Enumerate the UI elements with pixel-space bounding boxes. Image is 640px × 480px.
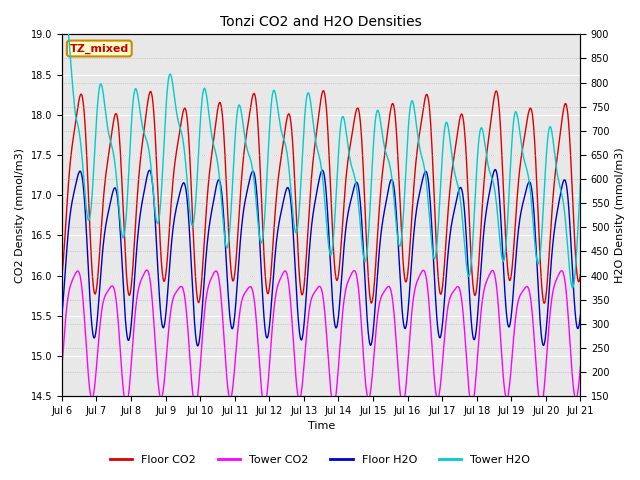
Legend: Floor CO2, Tower CO2, Floor H2O, Tower H2O: Floor CO2, Tower CO2, Floor H2O, Tower H… xyxy=(105,451,535,469)
Y-axis label: CO2 Density (mmol/m3): CO2 Density (mmol/m3) xyxy=(15,148,25,283)
Title: Tonzi CO2 and H2O Densities: Tonzi CO2 and H2O Densities xyxy=(220,15,422,29)
Text: TZ_mixed: TZ_mixed xyxy=(70,43,129,54)
Y-axis label: H2O Density (mmol/m3): H2O Density (mmol/m3) xyxy=(615,147,625,283)
X-axis label: Time: Time xyxy=(308,421,335,432)
